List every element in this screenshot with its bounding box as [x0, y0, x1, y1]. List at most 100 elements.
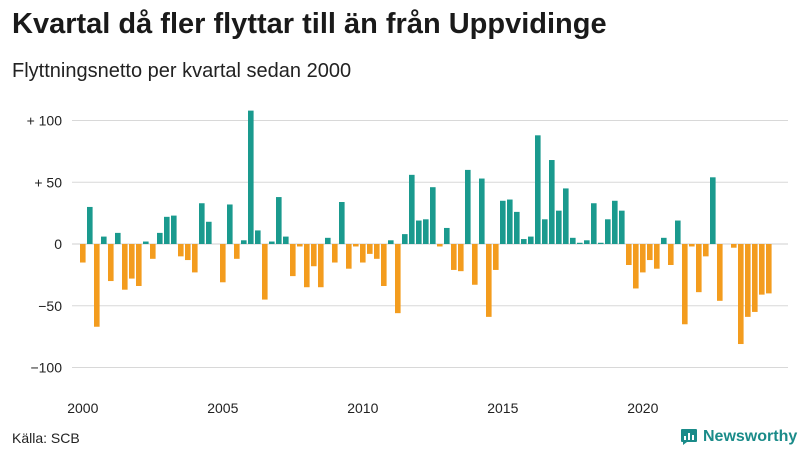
data-bar — [752, 244, 758, 312]
data-bar — [584, 240, 590, 244]
data-bar — [682, 244, 688, 325]
data-bar — [367, 244, 373, 254]
data-bar — [297, 244, 303, 247]
data-bar — [556, 210, 562, 244]
data-bar — [157, 232, 163, 244]
data-bar — [731, 244, 737, 248]
data-bar — [430, 187, 436, 244]
data-bar — [416, 220, 422, 244]
data-bar — [577, 242, 583, 244]
data-bar — [374, 244, 380, 259]
data-bar — [388, 240, 394, 244]
data-bar — [248, 110, 254, 245]
y-tick-label: 0 — [54, 236, 62, 252]
x-tick-label: 2020 — [627, 400, 658, 416]
data-bar — [661, 237, 667, 244]
y-tick-label: −100 — [30, 360, 62, 376]
data-bar — [486, 244, 492, 317]
data-bar — [465, 169, 471, 244]
data-bar — [507, 199, 513, 244]
data-bar — [108, 244, 114, 282]
data-bar — [514, 211, 520, 244]
data-bar — [339, 202, 345, 244]
data-bar — [654, 244, 660, 269]
data-bar — [521, 239, 527, 244]
data-bar — [94, 244, 100, 327]
data-bar — [528, 236, 534, 244]
data-bar — [598, 242, 604, 244]
data-bar — [458, 244, 464, 272]
data-bar — [745, 244, 751, 317]
data-bar — [479, 178, 485, 244]
data-bar — [675, 220, 681, 244]
y-tick-label: + 100 — [27, 113, 63, 129]
data-bar — [703, 244, 709, 257]
data-bar — [395, 244, 401, 314]
data-bar — [500, 200, 506, 244]
data-bar — [633, 244, 639, 289]
data-bar — [591, 203, 597, 244]
data-bar — [381, 244, 387, 286]
data-bar — [276, 197, 282, 244]
x-tick-label: 2015 — [487, 400, 518, 416]
chart-subtitle: Flyttningsnetto per kvartal sedan 2000 — [12, 60, 352, 82]
data-bar — [171, 215, 177, 244]
x-tick-label: 2010 — [347, 400, 378, 416]
data-bar — [612, 200, 618, 244]
data-bar — [647, 244, 653, 261]
data-bar — [206, 221, 212, 244]
data-bar — [738, 244, 744, 345]
x-tick-label: 2000 — [67, 400, 98, 416]
data-bar — [87, 206, 93, 244]
y-tick-label: + 50 — [34, 174, 62, 190]
data-bar — [717, 244, 723, 301]
data-bar — [185, 244, 191, 261]
data-bar — [311, 244, 317, 267]
y-tick-label: −50 — [38, 298, 62, 314]
data-bar — [346, 244, 352, 269]
data-bar — [710, 177, 716, 244]
data-bar — [283, 236, 289, 244]
data-bar — [241, 240, 247, 244]
data-bar — [129, 244, 135, 279]
data-bar — [570, 237, 576, 244]
data-bar — [332, 244, 338, 263]
data-bar — [220, 244, 226, 283]
x-tick-label: 2005 — [207, 400, 238, 416]
data-bar — [605, 219, 611, 244]
data-bar — [619, 210, 625, 244]
source-label: Källa: SCB — [12, 430, 80, 446]
data-bar — [640, 244, 646, 273]
data-bar — [766, 244, 772, 294]
data-bar — [115, 232, 121, 244]
data-bar — [122, 244, 128, 290]
brand-name: Newsworthy — [703, 428, 798, 445]
data-bar — [689, 244, 695, 247]
data-bar — [318, 244, 324, 288]
data-bar — [563, 188, 569, 244]
data-bar — [255, 230, 261, 244]
data-bar — [451, 244, 457, 270]
chart-title: Kvartal då fler flyttar till än från Upp… — [12, 8, 607, 40]
data-bar — [143, 241, 149, 244]
data-bar — [101, 236, 107, 244]
data-bar — [325, 237, 331, 244]
data-bar — [136, 244, 142, 286]
data-bar — [668, 244, 674, 265]
data-bar — [696, 244, 702, 293]
data-bar — [423, 219, 429, 244]
data-bar — [402, 234, 408, 244]
data-bar — [269, 241, 275, 244]
data-bar — [493, 244, 499, 270]
data-bar — [304, 244, 310, 288]
bar-chart-logo-icon — [681, 429, 697, 445]
data-bar — [164, 216, 170, 244]
data-bar — [80, 244, 86, 263]
data-bar — [227, 204, 233, 244]
data-bar — [178, 244, 184, 257]
bar-chart: + 100 + 50 0 −50 −100 2000 2005 2010 2015 2020 — [27, 110, 788, 416]
data-bar — [472, 244, 478, 285]
data-bar — [626, 244, 632, 265]
data-bar — [262, 244, 268, 300]
data-bar — [409, 174, 415, 244]
